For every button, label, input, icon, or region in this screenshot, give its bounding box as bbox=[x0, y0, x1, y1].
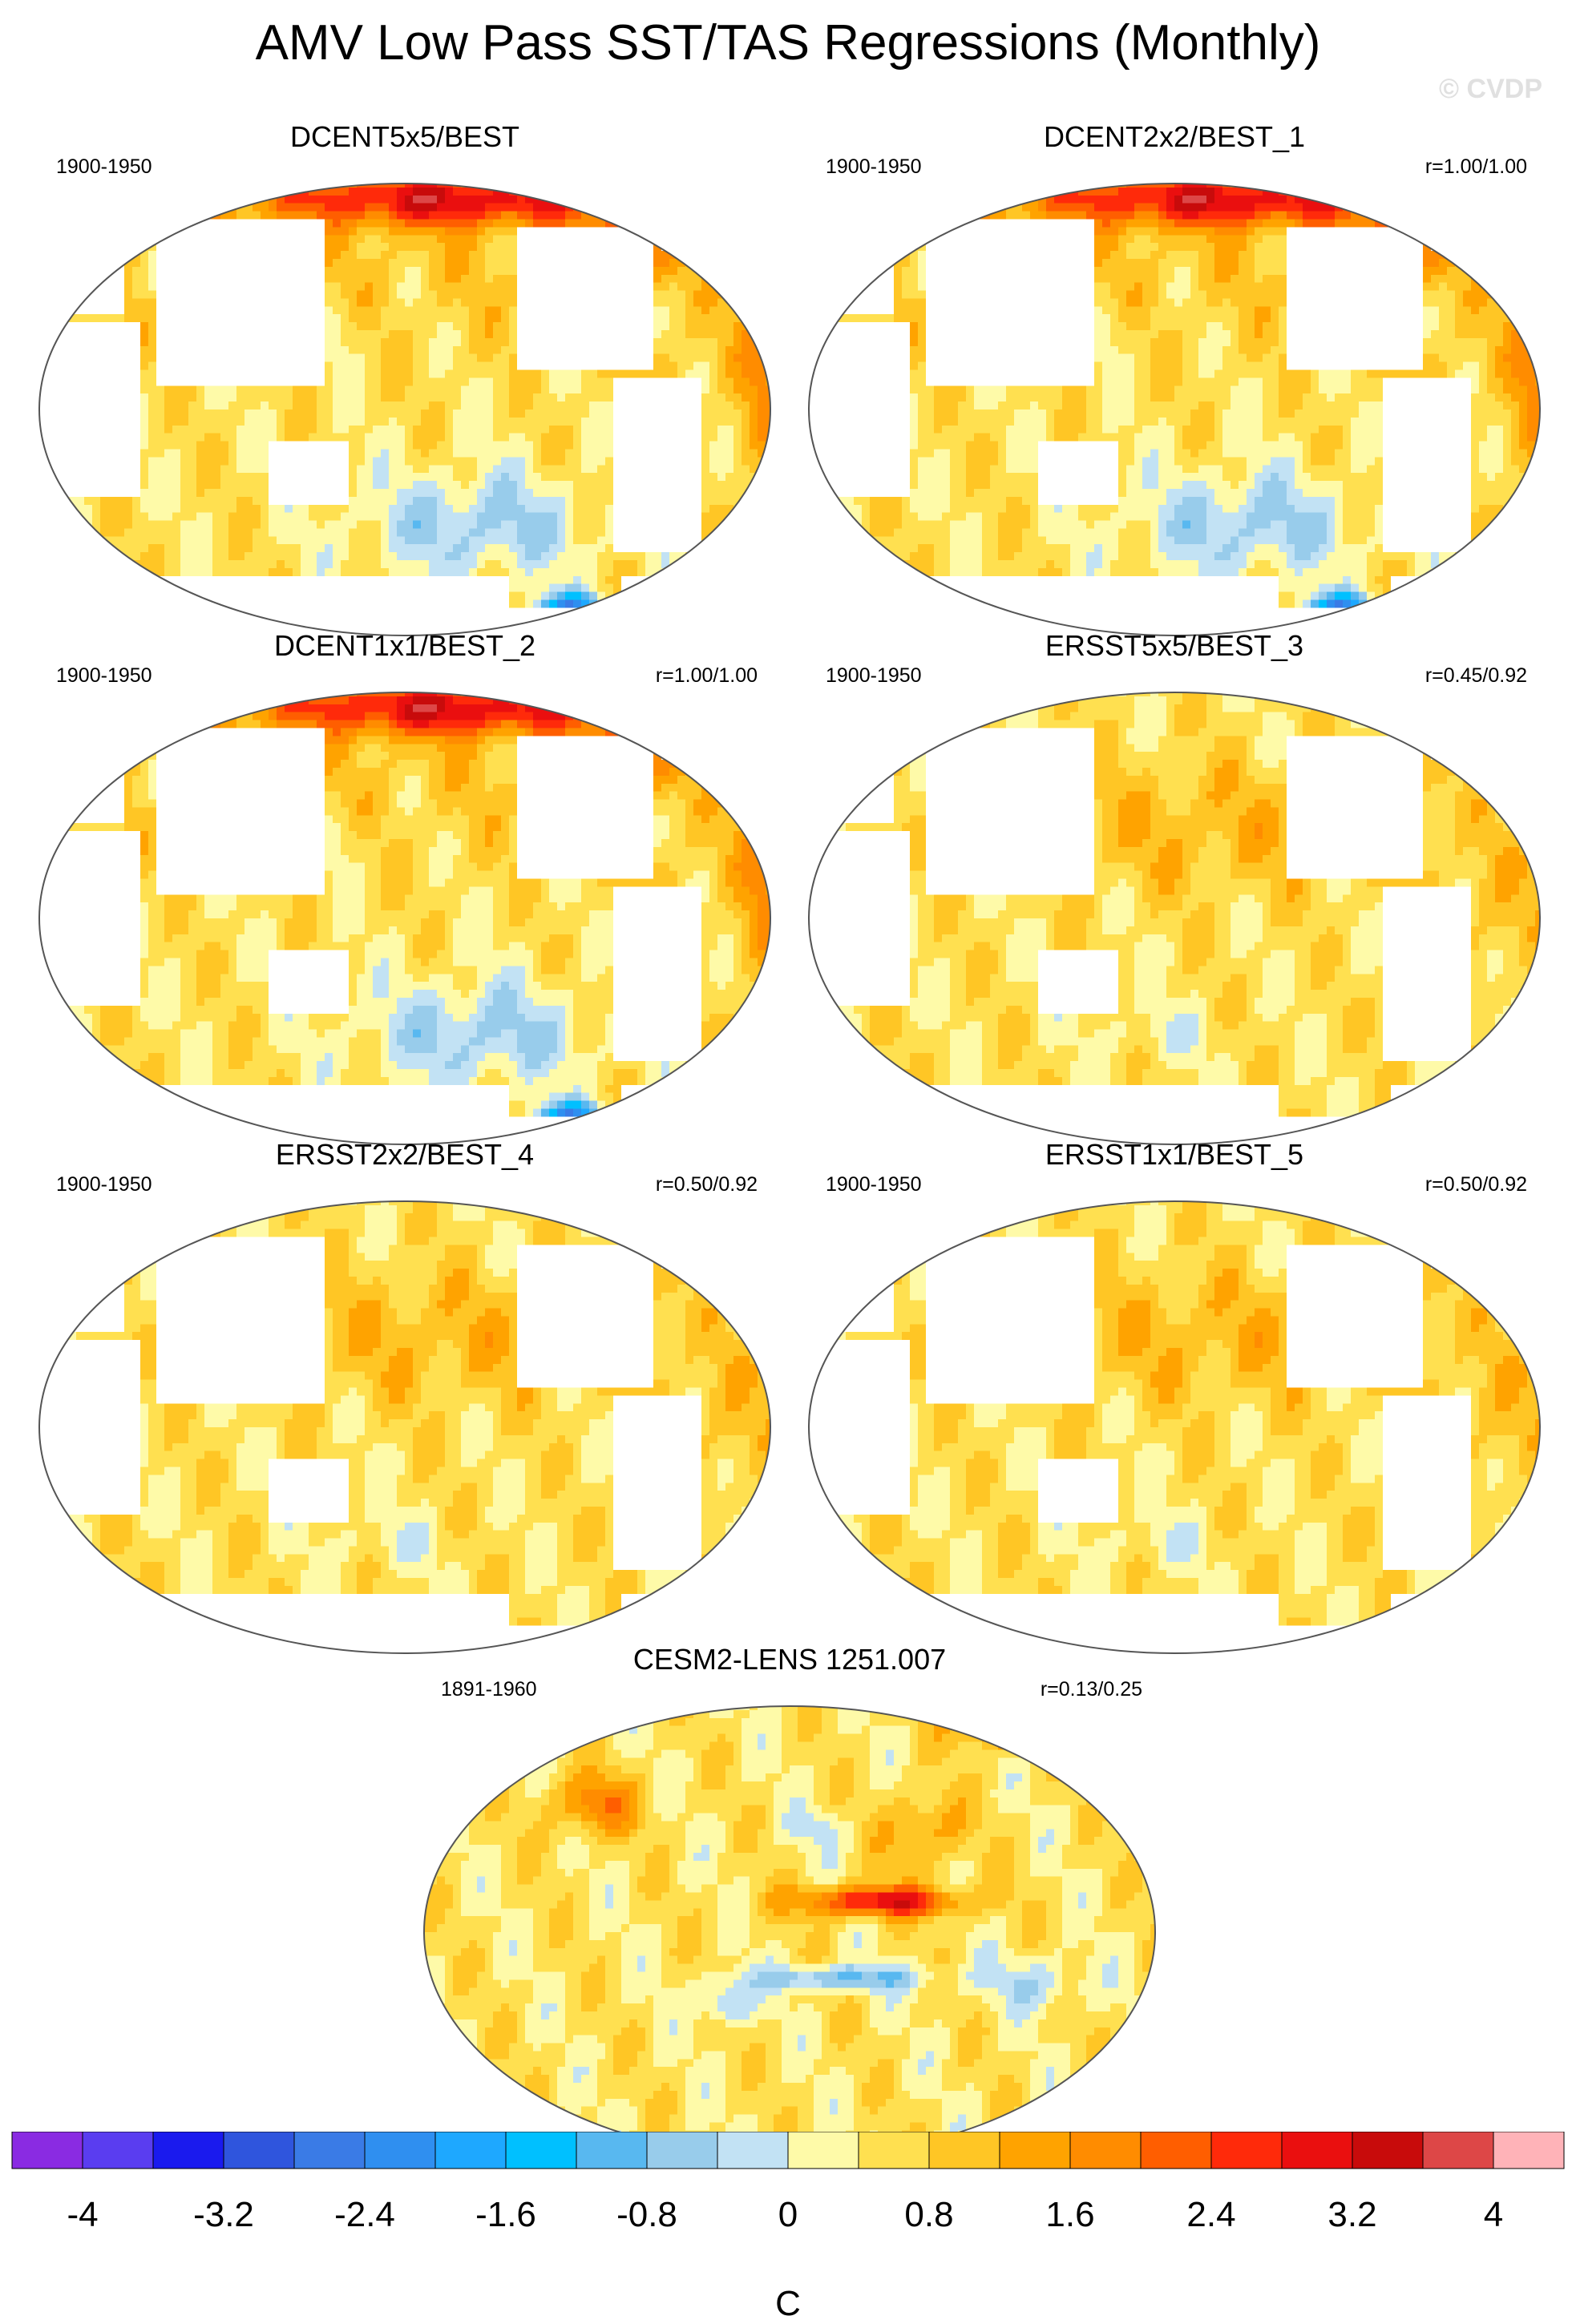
colorbar-swatch bbox=[11, 2132, 83, 2169]
figure-title: AMV Low Pass SST/TAS Regressions (Monthl… bbox=[0, 14, 1576, 71]
map-panel: ERSST5x5/BEST_3 1900-1950 r=0.45/0.92 bbox=[806, 629, 1543, 1145]
colorbar-tick-label: -0.8 bbox=[616, 2195, 677, 2234]
colorbar-swatch bbox=[928, 2132, 1000, 2169]
map-svg bbox=[38, 1200, 771, 1654]
map-panel: DCENT2x2/BEST_1 1900-1950 r=1.00/1.00 bbox=[806, 120, 1543, 636]
colorbar-swatch bbox=[646, 2132, 718, 2169]
colorbar-tick-label: 0 bbox=[778, 2195, 798, 2234]
map-field bbox=[39, 1201, 770, 1653]
panel-title: ERSST1x1/BEST_5 bbox=[806, 1138, 1543, 1172]
colorbar-tick-label: -2.4 bbox=[334, 2195, 395, 2234]
panel-years: 1900-1950 bbox=[826, 155, 922, 179]
map-svg bbox=[808, 183, 1541, 636]
panel-correlation: r=0.50/0.92 bbox=[1425, 1173, 1527, 1196]
panel-correlation: r=0.50/0.92 bbox=[656, 1173, 758, 1196]
map-border bbox=[38, 183, 771, 636]
panel-title: DCENT5x5/BEST bbox=[36, 120, 774, 154]
map-field bbox=[424, 1706, 1155, 2158]
colorbar-swatch bbox=[152, 2132, 224, 2169]
colorbar-tick-label: 0.8 bbox=[904, 2195, 953, 2234]
colorbar-swatch bbox=[858, 2132, 930, 2169]
colorbar-swatch bbox=[1422, 2132, 1494, 2169]
map-panel: ERSST2x2/BEST_4 1900-1950 r=0.50/0.92 bbox=[36, 1138, 774, 1654]
panel-title: DCENT2x2/BEST_1 bbox=[806, 120, 1543, 154]
colorbar-swatch bbox=[82, 2132, 154, 2169]
colorbar-swatch bbox=[787, 2132, 859, 2169]
map-field bbox=[39, 692, 770, 1144]
panel-correlation: r=0.13/0.25 bbox=[1041, 1678, 1142, 1701]
map-panel: CESM2-LENS 1251.007 1891-1960 r=0.13/0.25 bbox=[421, 1643, 1158, 2159]
colorbar-swatch bbox=[1069, 2132, 1142, 2169]
map-border bbox=[808, 183, 1541, 636]
colorbar-swatch bbox=[1281, 2132, 1353, 2169]
colorbar-tick-label: 1.6 bbox=[1045, 2195, 1094, 2234]
panel-title: CESM2-LENS 1251.007 bbox=[421, 1643, 1158, 1676]
colorbar-tick-label: 4 bbox=[1484, 2195, 1503, 2234]
panel-correlation: r=0.45/0.92 bbox=[1425, 664, 1527, 688]
map-svg bbox=[38, 183, 771, 636]
map-field bbox=[809, 184, 1540, 635]
colorbar-swatch bbox=[576, 2132, 648, 2169]
panel-correlation: r=1.00/1.00 bbox=[656, 664, 758, 688]
watermark: © CVDP bbox=[1439, 74, 1542, 105]
colorbar-swatch bbox=[434, 2132, 507, 2169]
colorbar: -4 -3.2 -2.4 -1.6 -0.8 0 0.8 1.6 2.4 3.2 4 bbox=[11, 2132, 1565, 2234]
map-border bbox=[38, 1200, 771, 1654]
map-panel: DCENT5x5/BEST 1900-1950 bbox=[36, 120, 774, 636]
colorbar-tick-label: 3.2 bbox=[1327, 2195, 1376, 2234]
colorbar-swatch bbox=[1210, 2132, 1283, 2169]
panel-years: 1900-1950 bbox=[826, 1173, 922, 1196]
panel-title: ERSST2x2/BEST_4 bbox=[36, 1138, 774, 1172]
panel-title: ERSST5x5/BEST_3 bbox=[806, 629, 1543, 663]
map-border bbox=[808, 692, 1541, 1145]
panel-correlation: r=1.00/1.00 bbox=[1425, 155, 1527, 179]
map-border bbox=[38, 692, 771, 1145]
colorbar-swatch bbox=[1493, 2132, 1565, 2169]
colorbar-tick-label: -3.2 bbox=[193, 2195, 254, 2234]
panel-years: 1900-1950 bbox=[826, 664, 922, 688]
map-field bbox=[809, 692, 1540, 1144]
panel-years: 1900-1950 bbox=[56, 664, 152, 688]
colorbar-swatch bbox=[1140, 2132, 1212, 2169]
map-svg bbox=[808, 1200, 1541, 1654]
panel-years: 1900-1950 bbox=[56, 1173, 152, 1196]
colorbar-tick-label: -4 bbox=[67, 2195, 98, 2234]
map-panel: DCENT1x1/BEST_2 1900-1950 r=1.00/1.00 bbox=[36, 629, 774, 1145]
panel-title: DCENT1x1/BEST_2 bbox=[36, 629, 774, 663]
colorbar-swatch bbox=[1352, 2132, 1424, 2169]
colorbar-tick-label: 2.4 bbox=[1186, 2195, 1235, 2234]
colorbar-swatch bbox=[999, 2132, 1071, 2169]
panel-years: 1891-1960 bbox=[441, 1678, 537, 1701]
colorbar-swatch bbox=[293, 2132, 366, 2169]
map-field bbox=[39, 184, 770, 635]
colorbar-swatch bbox=[505, 2132, 577, 2169]
panel-years: 1900-1950 bbox=[56, 155, 152, 179]
map-svg bbox=[808, 692, 1541, 1145]
colorbar-swatch bbox=[364, 2132, 436, 2169]
colorbar-tick-label: -1.6 bbox=[475, 2195, 536, 2234]
map-border bbox=[808, 1200, 1541, 1654]
map-field bbox=[809, 1201, 1540, 1653]
colorbar-swatch bbox=[223, 2132, 295, 2169]
colorbar-swatch bbox=[717, 2132, 789, 2169]
map-svg bbox=[423, 1705, 1156, 2159]
map-panel: ERSST1x1/BEST_5 1900-1950 r=0.50/0.92 bbox=[806, 1138, 1543, 1654]
map-svg bbox=[38, 692, 771, 1145]
colorbar-units: C bbox=[0, 2284, 1576, 2324]
